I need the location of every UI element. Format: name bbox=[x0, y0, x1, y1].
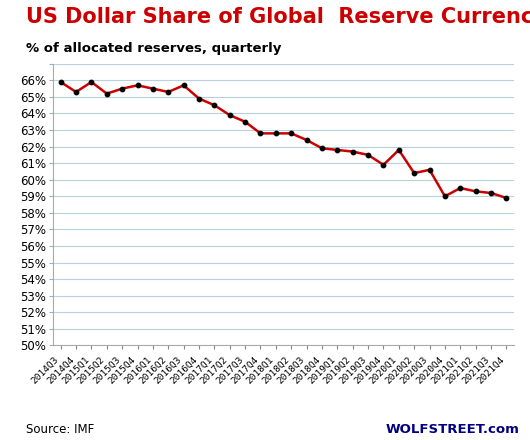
Point bbox=[210, 102, 219, 109]
Point bbox=[118, 85, 127, 92]
Point bbox=[502, 194, 511, 202]
Point bbox=[487, 190, 495, 197]
Point bbox=[164, 88, 173, 95]
Point bbox=[87, 78, 96, 85]
Text: Source: IMF: Source: IMF bbox=[26, 422, 95, 436]
Point bbox=[364, 151, 373, 158]
Point bbox=[379, 161, 388, 169]
Point bbox=[195, 95, 204, 102]
Point bbox=[179, 82, 188, 89]
Point bbox=[241, 118, 250, 125]
Text: % of allocated reserves, quarterly: % of allocated reserves, quarterly bbox=[26, 42, 282, 55]
Point bbox=[472, 188, 480, 195]
Point bbox=[103, 90, 111, 97]
Point bbox=[134, 82, 142, 89]
Point bbox=[394, 147, 403, 154]
Point bbox=[456, 184, 464, 191]
Point bbox=[318, 145, 326, 152]
Point bbox=[272, 130, 280, 137]
Point bbox=[333, 147, 342, 154]
Point bbox=[441, 193, 449, 200]
Point bbox=[226, 112, 234, 119]
Point bbox=[57, 78, 65, 85]
Point bbox=[425, 166, 434, 173]
Point bbox=[410, 169, 419, 176]
Point bbox=[148, 85, 157, 92]
Point bbox=[72, 88, 81, 95]
Point bbox=[287, 130, 296, 137]
Point bbox=[349, 148, 357, 155]
Point bbox=[302, 136, 311, 143]
Text: US Dollar Share of Global  Reserve Currencies: US Dollar Share of Global Reserve Curren… bbox=[26, 7, 530, 26]
Point bbox=[257, 130, 265, 137]
Text: WOLFSTREET.com: WOLFSTREET.com bbox=[385, 422, 519, 436]
